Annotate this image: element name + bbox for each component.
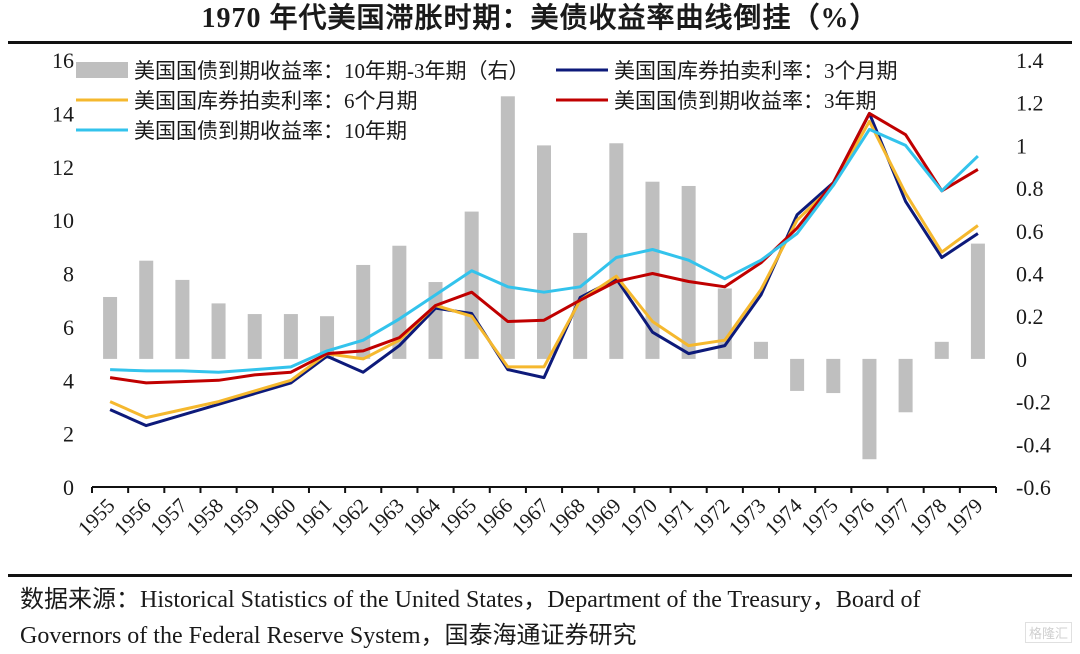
y-left-tick-label: 14 <box>52 101 74 126</box>
x-tick-label: 1978 <box>905 494 952 541</box>
bar-1966 <box>500 96 515 359</box>
bar-1960 <box>283 314 298 359</box>
y-right-tick-label: 0.2 <box>1016 304 1044 329</box>
x-tick-label: 1956 <box>109 494 156 541</box>
bar-1965 <box>464 211 479 359</box>
y-right-tick-label: 0 <box>1016 347 1027 372</box>
bar-1978 <box>934 341 949 359</box>
legend-swatch-bar <box>76 62 128 78</box>
x-tick-label: 1975 <box>796 494 843 541</box>
x-tick-label: 1973 <box>724 494 771 541</box>
bar-1969 <box>609 143 624 359</box>
y-left-tick-label: 0 <box>63 475 74 500</box>
bar-1979 <box>970 243 985 359</box>
y-right-tick-label: -0.6 <box>1016 475 1051 500</box>
y-left-tick-label: 10 <box>52 208 74 233</box>
x-tick-label: 1966 <box>471 494 518 541</box>
y-right-tick-label: 1.2 <box>1016 91 1044 116</box>
x-tick-label: 1979 <box>941 494 988 541</box>
chart: 1955195619571958195919601961196219631964… <box>52 48 1051 541</box>
bar-1976 <box>862 358 877 460</box>
source-line-1: 数据来源：Historical Statistics of the United… <box>20 587 921 613</box>
bottom-rule <box>8 574 1072 577</box>
x-tick-label: 1958 <box>181 494 228 541</box>
x-tick-label: 1959 <box>218 494 265 541</box>
x-axis: 1955195619571958195919601961196219631964… <box>73 486 997 541</box>
legend-label: 美国国债到期收益率：10年期 <box>134 119 407 143</box>
x-tick-label: 1965 <box>435 494 482 541</box>
x-tick-label: 1964 <box>398 493 445 540</box>
legend-label: 美国国库券拍卖利率：3个月期 <box>614 59 898 83</box>
x-tick-label: 1971 <box>652 494 699 541</box>
y-right-tick-label: 0.8 <box>1016 176 1044 201</box>
bar-1977 <box>898 358 913 413</box>
source-line-2: Governors of the Federal Reserve System，… <box>20 623 637 649</box>
chart-title: 1970 年代美国滞胀时期：美债收益率曲线倒挂（%） <box>201 3 879 34</box>
y-right-tick-label: 0.4 <box>1016 262 1044 287</box>
y-right-tick-label: -0.4 <box>1016 432 1051 457</box>
y-right-tick-label: 1 <box>1016 133 1027 158</box>
bar-1964 <box>428 282 443 359</box>
x-tick-label: 1970 <box>615 494 662 541</box>
source-note: 数据来源：Historical Statistics of the United… <box>20 582 1070 654</box>
bar-1956 <box>139 260 154 359</box>
bar-1957 <box>175 279 190 359</box>
bar-1974 <box>790 358 805 391</box>
bar-1962 <box>356 264 371 359</box>
top-rule <box>8 41 1072 44</box>
y-left-tick-label: 12 <box>52 155 74 180</box>
x-tick-label: 1976 <box>832 494 879 541</box>
bar-1961 <box>320 316 335 359</box>
bar-1967 <box>537 145 551 359</box>
y-left-tick-label: 8 <box>63 262 74 287</box>
bar-series <box>103 96 985 460</box>
line-series <box>109 111 979 428</box>
x-tick-label: 1969 <box>579 494 626 541</box>
x-tick-label: 1955 <box>73 494 120 541</box>
y-left-tick-label: 2 <box>63 422 74 447</box>
y-left-tick-label: 4 <box>63 368 74 393</box>
x-tick-label: 1968 <box>543 494 590 541</box>
x-tick-label: 1974 <box>760 493 807 540</box>
legend-label: 美国国债到期收益率：3年期 <box>614 89 877 113</box>
watermark-logo: 格隆汇 <box>1024 622 1072 643</box>
x-tick-label: 1977 <box>868 494 915 541</box>
x-tick-label: 1962 <box>326 494 373 541</box>
x-tick-label: 1960 <box>254 494 301 541</box>
x-tick-label: 1961 <box>290 494 337 541</box>
y-right-tick-label: -0.2 <box>1016 390 1051 415</box>
y-axis-left: 0 2 4 6 8 10 12 14 16 <box>52 48 74 500</box>
y-left-tick-label: 6 <box>63 315 74 340</box>
bar-1959 <box>247 314 262 359</box>
bar-1958 <box>211 303 226 359</box>
x-tick-label: 1967 <box>507 494 554 541</box>
bar-1955 <box>103 296 118 359</box>
legend: 美国国债到期收益率：10年期-3年期（右） 美国国库券拍卖利率：3个月期美国国库券… <box>76 59 898 143</box>
y-right-tick-label: 0.6 <box>1016 219 1044 244</box>
line-series-4 <box>110 127 979 374</box>
bar-1971 <box>681 185 696 359</box>
x-tick-label: 1963 <box>362 494 409 541</box>
bar-1970 <box>645 181 660 359</box>
bar-1963 <box>392 245 407 359</box>
bar-1972 <box>717 288 732 359</box>
x-tick-label: 1957 <box>145 494 192 541</box>
bar-1973 <box>753 341 768 359</box>
bar-1975 <box>826 358 841 394</box>
y-axis-right: -0.6 -0.4 -0.2 0 0.2 0.4 0.6 0.8 1 1.2 1.4 <box>1016 48 1051 500</box>
legend-label: 美国国债到期收益率：10年期-3年期（右） <box>134 59 530 83</box>
x-tick-label: 1972 <box>688 494 735 541</box>
y-right-tick-label: 1.4 <box>1016 48 1044 73</box>
y-left-tick-label: 16 <box>52 48 74 73</box>
legend-label: 美国国库券拍卖利率：6个月期 <box>134 89 418 113</box>
